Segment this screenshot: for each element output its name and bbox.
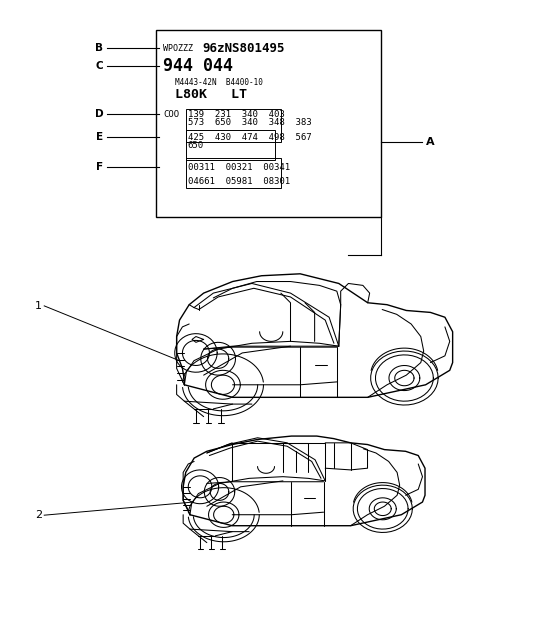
Text: 1: 1 bbox=[35, 301, 42, 311]
Text: B: B bbox=[95, 43, 103, 53]
Text: D: D bbox=[94, 109, 103, 119]
Text: A: A bbox=[426, 137, 434, 147]
Bar bbox=[186, 109, 281, 142]
Text: M4443-42N  B4400-10: M4443-42N B4400-10 bbox=[175, 78, 263, 87]
Text: 650: 650 bbox=[188, 141, 204, 150]
Bar bbox=[156, 30, 381, 217]
Text: 04661  05981  08301: 04661 05981 08301 bbox=[188, 177, 290, 186]
Text: E: E bbox=[96, 132, 103, 142]
Text: 573  650  340  348  383: 573 650 340 348 383 bbox=[188, 118, 311, 127]
Text: F: F bbox=[96, 162, 103, 172]
Text: 96zNS801495: 96zNS801495 bbox=[203, 42, 285, 55]
Text: 2: 2 bbox=[35, 510, 42, 520]
Bar bbox=[186, 158, 281, 188]
Text: 00311  00321  00341: 00311 00321 00341 bbox=[188, 163, 290, 171]
Text: COO: COO bbox=[163, 109, 179, 119]
Text: 944 044: 944 044 bbox=[163, 57, 233, 75]
Text: 139  231  340  403: 139 231 340 403 bbox=[188, 109, 284, 119]
Text: 425  430  474  498  567: 425 430 474 498 567 bbox=[188, 133, 311, 142]
Bar bbox=[186, 130, 275, 160]
Text: C: C bbox=[95, 61, 103, 71]
Text: WPOZZZ: WPOZZZ bbox=[163, 44, 193, 53]
Text: L80K   LT: L80K LT bbox=[175, 88, 247, 101]
